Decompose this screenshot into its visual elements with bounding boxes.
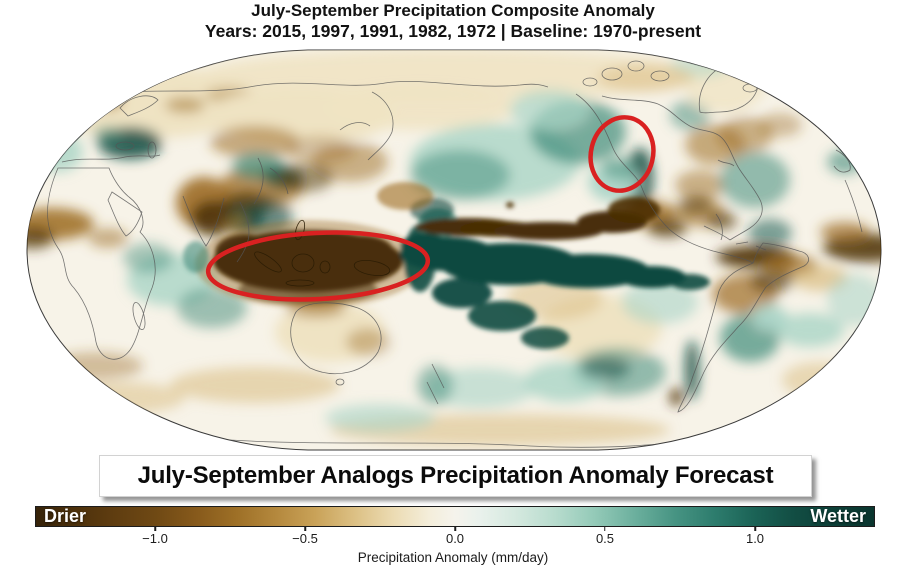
colorbar-tick-label: 0.5 <box>595 531 615 546</box>
highlight-ellipse-western-north-america <box>588 115 656 193</box>
colorbar-drier-label: Drier <box>44 505 87 526</box>
colorbar-axis-label: Precipitation Anomaly (mm/day) <box>357 550 549 565</box>
title-block: July-September Precipitation Composite A… <box>0 1 906 42</box>
colorbar-tick-label: −0.5 <box>292 531 318 546</box>
forecast-banner: July-September Analogs Precipitation Ano… <box>99 455 812 497</box>
forecast-banner-text: July-September Analogs Precipitation Ano… <box>137 462 774 489</box>
colorbar-tick-mark <box>304 527 306 531</box>
colorbar-tick-label: 0.0 <box>445 531 465 546</box>
strong-anomaly-features <box>183 182 710 349</box>
colorbar-tick-label: −1.0 <box>142 531 168 546</box>
colorbar-tick-mark <box>754 527 756 531</box>
colorbar-tick-mark <box>604 527 606 531</box>
colorbar-tick-mark <box>154 527 156 531</box>
chart-subtitle: Years: 2015, 1997, 1991, 1982, 1972 | Ba… <box>204 21 702 42</box>
colorbar-wetter-label: Wetter <box>810 505 866 526</box>
chart-title: July-September Precipitation Composite A… <box>251 1 655 20</box>
colorbar-tick-mark <box>454 527 456 531</box>
colorbar-tick-label: 1.0 <box>745 531 765 546</box>
colorbar-ticks: −1.0 −0.5 0.0 0.5 1.0 <box>35 527 875 549</box>
maritime-island-coastlines <box>254 219 391 287</box>
colorbar-gradient: Drier Wetter <box>35 505 875 527</box>
highlight-ellipse-maritime-continent <box>205 230 431 302</box>
